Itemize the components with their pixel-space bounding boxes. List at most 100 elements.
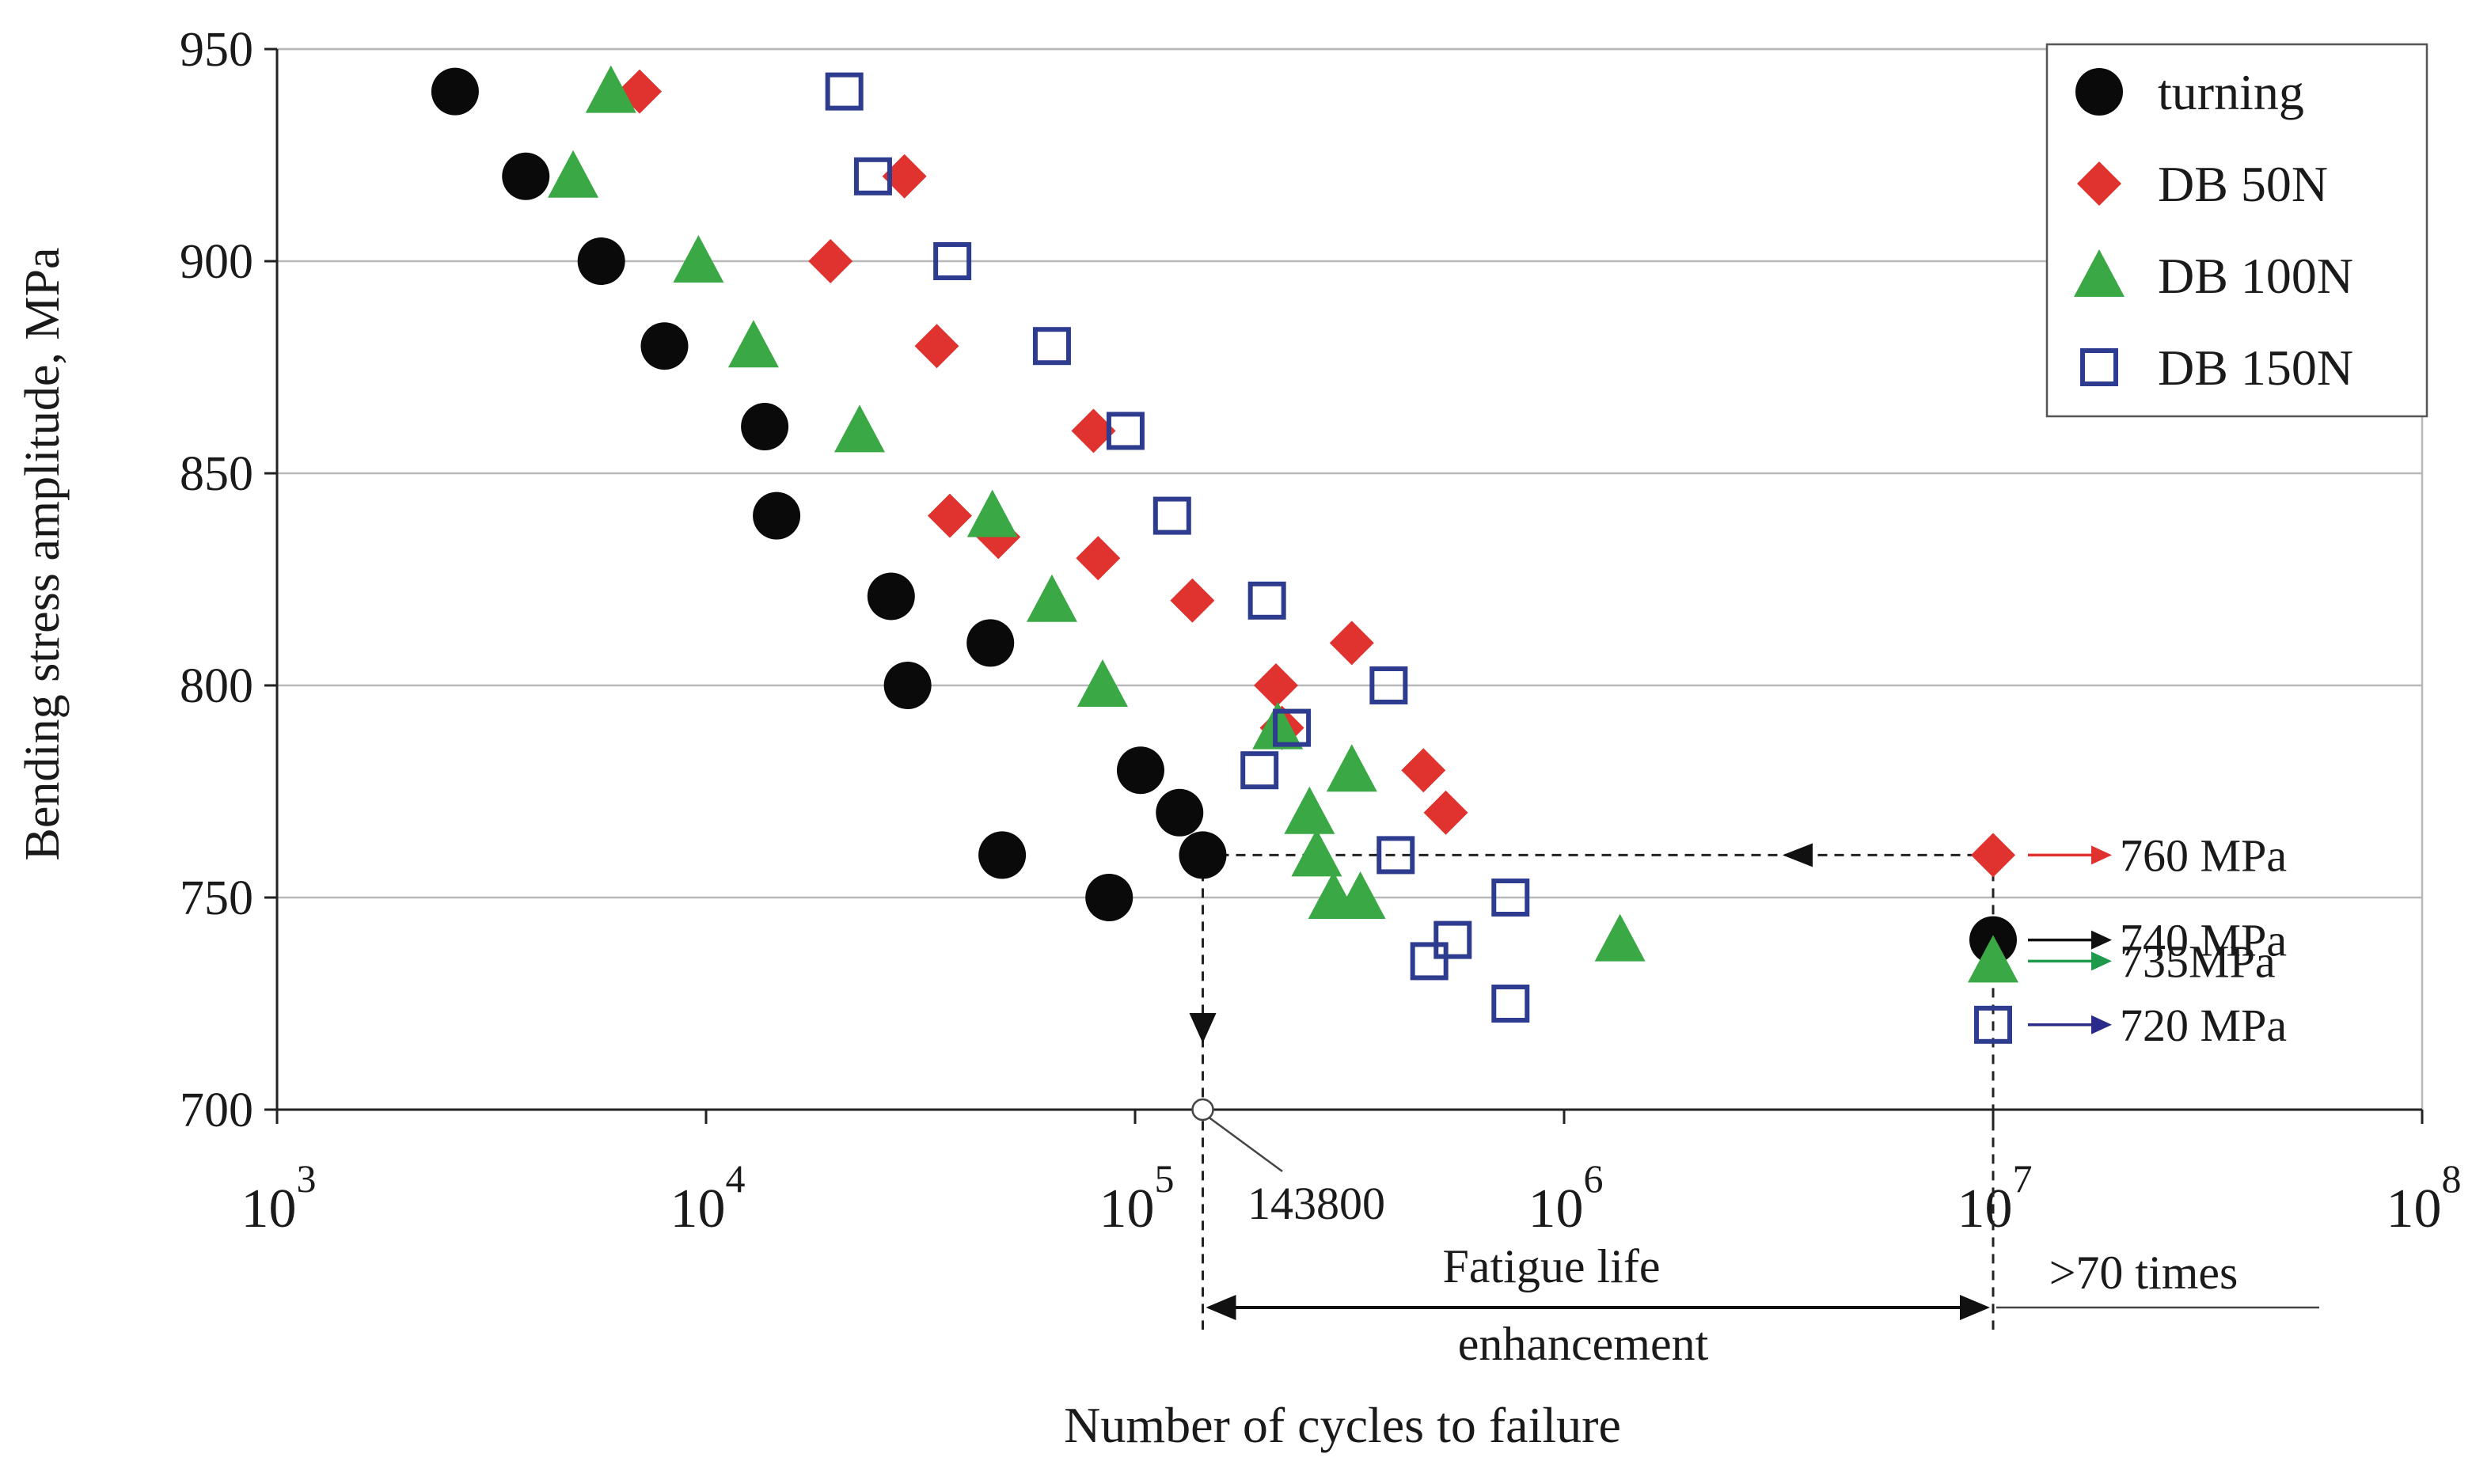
marker-db150-16 — [1974, 1005, 2012, 1044]
x-axis-title: Number of cycles to failure — [1064, 1397, 1621, 1453]
marker-db50-8 — [1076, 536, 1121, 581]
marker-db150-5 — [1106, 412, 1145, 450]
marker-db100-8 — [1077, 659, 1128, 707]
marker-db100-3 — [673, 235, 724, 283]
marker-db150-6 — [1152, 496, 1191, 535]
marker-db50-14 — [1423, 790, 1468, 835]
marker-db100-11 — [1291, 829, 1342, 877]
limit-arrowhead-db50 — [2091, 845, 2112, 865]
marker-db150-12 — [1491, 879, 1530, 917]
marker-db100-15 — [1594, 913, 1646, 962]
enhancement-factor-label: >70 times — [2049, 1247, 2238, 1299]
marker-db150-8 — [1369, 666, 1408, 704]
marker-db50-15 — [1971, 833, 2015, 878]
x-tick-label-3: 103 — [241, 1156, 317, 1239]
marker-turning-5 — [741, 403, 789, 451]
x-tick-exponent-6: 6 — [1584, 1156, 1604, 1201]
x-tick-label-6: 106 — [1528, 1156, 1604, 1239]
marker-db100-12 — [1326, 744, 1377, 792]
y-tick-label-750: 750 — [180, 871, 253, 925]
x-tick-exponent-8: 8 — [2442, 1156, 2462, 1201]
marker-db50-2 — [882, 154, 927, 199]
marker-turning-2 — [502, 152, 550, 200]
limit-label-db150: 720 MPa — [2120, 1000, 2287, 1051]
marker-turning-9 — [966, 619, 1015, 667]
marker-db50-9 — [1170, 578, 1215, 623]
marker-turning-10 — [978, 831, 1027, 879]
data-markers — [431, 65, 2018, 1044]
marker-turning-4 — [640, 322, 689, 370]
x-tick-exponent-4: 4 — [726, 1156, 746, 1201]
y-tick-label-950: 950 — [180, 23, 253, 77]
marker-db50-5 — [1071, 408, 1116, 454]
enhancement-label-line2: enhancement — [1458, 1318, 1709, 1370]
marker-turning-12 — [1116, 746, 1164, 795]
x-tick-label-8: 108 — [2387, 1156, 2462, 1239]
marker-db50-13 — [1401, 748, 1446, 793]
legend-marker-turning — [2075, 68, 2123, 116]
x-tick-label-7: 107 — [1957, 1156, 2033, 1239]
marker-turning-14 — [1179, 831, 1227, 879]
axes — [275, 49, 2422, 1111]
marker-db100-1 — [585, 65, 636, 113]
limit-label-db50: 760 MPa — [2120, 829, 2287, 881]
marker-db100-2 — [548, 150, 599, 198]
reference-arrowhead — [1783, 843, 1813, 867]
marker-db150-3 — [933, 242, 972, 280]
marker-db100-6 — [966, 489, 1018, 537]
marker-turning-1 — [431, 67, 479, 116]
x-tick-label-4: 104 — [670, 1156, 746, 1239]
marker-db150-15 — [1491, 985, 1530, 1023]
marker-db50-10 — [1253, 663, 1298, 708]
y-axis-title: Bending stress amplitude, MPa — [16, 248, 70, 861]
marker-db100-16 — [1968, 935, 2018, 983]
legend-label-db50: DB 50N — [2158, 156, 2328, 212]
marker-db100-10 — [1284, 786, 1335, 834]
legend-marker-db150 — [2080, 348, 2118, 386]
limit-label-turning: 740 MPa — [2120, 915, 2287, 966]
marker-db50-11 — [1329, 621, 1374, 666]
legend: turning DB 50N DB 100N DB 150N — [2045, 43, 2428, 418]
marker-db150-10 — [1240, 751, 1279, 790]
marker-db100-4 — [727, 320, 779, 368]
cycles-marker-leader — [1208, 1116, 1283, 1173]
marker-db150-4 — [1032, 327, 1071, 366]
legend-label-db100: DB 100N — [2158, 248, 2353, 304]
marker-turning-7 — [867, 572, 915, 621]
marker-db150-13 — [1433, 920, 1472, 959]
enhancement-arrowhead-left — [1206, 1295, 1236, 1320]
marker-db150-14 — [1410, 942, 1449, 981]
marker-db50-3 — [808, 239, 853, 283]
marker-db100-14 — [1335, 871, 1386, 919]
marker-db150-1 — [825, 72, 864, 111]
limit-label-db100: 735MPa — [2120, 936, 2276, 987]
legend-marker-db50 — [2077, 161, 2121, 206]
marker-db50-4 — [914, 324, 959, 369]
x-tick-exponent-7: 7 — [2013, 1156, 2033, 1201]
legend-marker-db100 — [2074, 249, 2125, 297]
limit-arrowhead-turning — [2091, 930, 2112, 950]
marker-db100-5 — [834, 404, 886, 453]
legend-label-turning: turning — [2158, 64, 2304, 120]
cycles-marker-point — [1191, 1098, 1214, 1122]
limit-arrowhead-db150 — [2091, 1015, 2112, 1034]
marker-db50-1 — [617, 69, 663, 114]
y-tick-label-800: 800 — [180, 659, 253, 713]
marker-db150-9 — [1273, 708, 1312, 747]
marker-db150-11 — [1377, 836, 1415, 875]
marker-db50-6 — [927, 493, 972, 538]
x-tick-exponent-3: 3 — [297, 1156, 317, 1201]
y-tick-label-850: 850 — [180, 447, 253, 501]
marker-turning-8 — [883, 662, 932, 709]
marker-turning-11 — [1085, 874, 1133, 921]
cycles-marker-label: 143800 — [1247, 1178, 1385, 1229]
y-tick-label-700: 700 — [180, 1084, 253, 1137]
marker-db100-7 — [1026, 574, 1077, 622]
x-tick-exponent-5: 5 — [1155, 1156, 1175, 1201]
x-tick-label-5: 105 — [1099, 1156, 1175, 1239]
limit-arrowhead-db100 — [2091, 951, 2112, 971]
marker-db100-9 — [1252, 701, 1304, 750]
enhancement-arrowhead-right — [1960, 1295, 1990, 1320]
